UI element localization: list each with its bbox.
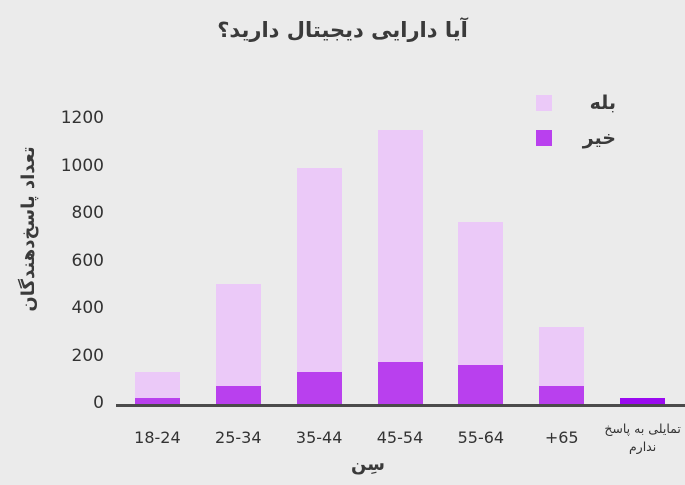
- x-axis-line: [116, 404, 685, 407]
- y-tick-label: 800: [71, 203, 104, 224]
- x-tick-label: 35-44: [295, 427, 343, 447]
- chart-title: آیا دارایی دیجیتال دارید؟: [217, 18, 468, 42]
- bar-segment-no: [458, 364, 504, 405]
- legend-item-no[interactable]: خیر: [536, 125, 616, 151]
- bar-segment-yes: [539, 326, 585, 386]
- x-axis-title: سِن: [351, 454, 385, 475]
- bar-segment-yes: [458, 222, 504, 365]
- bar-slot: [198, 100, 279, 405]
- legend: بله خیر: [536, 90, 616, 160]
- bar-slot: [602, 100, 683, 405]
- legend-label-no: خیر: [582, 127, 616, 149]
- x-tick-label: 45-54: [376, 427, 424, 447]
- y-tick-label: 400: [71, 298, 104, 319]
- x-tick-label: 18-24: [134, 427, 181, 447]
- bar-segment-yes: [215, 284, 261, 386]
- y-tick-label: 600: [71, 250, 104, 271]
- bar-slot: [279, 100, 360, 405]
- legend-item-yes[interactable]: بله: [536, 90, 616, 116]
- legend-swatch-yes: [536, 95, 552, 111]
- bar-slot: [117, 100, 198, 405]
- bar-segment-yes: [377, 129, 423, 363]
- bar-slot: [360, 100, 441, 405]
- y-tick-label: 200: [71, 345, 104, 366]
- x-tick-label: تمایلی به پاسخ ندارم: [604, 420, 681, 454]
- bar-segment-no: [134, 397, 180, 405]
- bar-segment-no: [539, 386, 585, 405]
- x-tick-label: 65+: [544, 427, 579, 447]
- y-axis-tick-labels: 0 200 400 600 800 1000 1200: [0, 0, 104, 420]
- bar-segment-no: [377, 362, 423, 405]
- bar-slot: [521, 100, 602, 405]
- legend-label-yes: بله: [589, 92, 616, 114]
- y-tick-label: 0: [93, 393, 104, 413]
- y-tick-label: 1000: [60, 155, 104, 176]
- y-tick-label: 1200: [60, 108, 104, 129]
- legend-swatch-no: [536, 130, 552, 146]
- bar-segment-no: [215, 386, 261, 405]
- x-tick-label: 55-64: [457, 427, 505, 447]
- bar-slot: [440, 100, 521, 405]
- plot-area: [117, 100, 683, 405]
- x-axis-tick-labels: 18-24 25-34 35-44 45-54 55-64 65+ تمایلی به پا…: [117, 418, 683, 458]
- bar-segment-yes: [296, 167, 342, 372]
- bar-segment-yes: [134, 371, 180, 398]
- bar-segment-no: [296, 371, 342, 405]
- bar-segment-no-answer: [620, 397, 666, 405]
- x-tick-label: 25-34: [215, 427, 262, 447]
